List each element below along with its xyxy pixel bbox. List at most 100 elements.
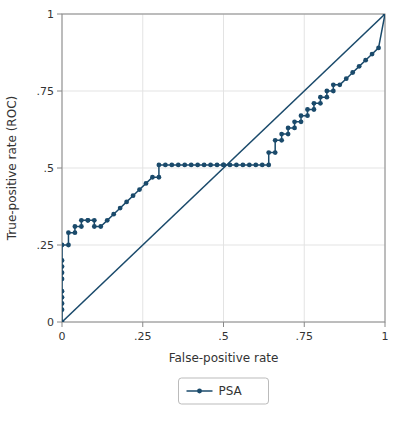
point: [182, 163, 187, 168]
point: [383, 14, 385, 16]
point: [215, 163, 220, 168]
point: [240, 163, 245, 168]
legend-label: PSA: [219, 384, 243, 398]
point: [62, 270, 64, 275]
point: [62, 258, 64, 263]
point: [189, 163, 194, 168]
point: [62, 243, 64, 248]
y-tick: [57, 245, 62, 246]
point: [305, 107, 310, 112]
point: [376, 45, 381, 50]
point: [292, 126, 297, 131]
x-tick-label: .75: [296, 330, 314, 343]
y-tick: [57, 14, 62, 15]
point: [105, 218, 110, 223]
point: [62, 289, 64, 294]
point: [253, 163, 258, 168]
point: [312, 107, 317, 112]
x-tick-label: 1: [382, 330, 389, 343]
point: [85, 218, 90, 223]
point: [79, 218, 84, 223]
point: [62, 276, 64, 281]
point: [62, 301, 64, 306]
point: [124, 199, 129, 204]
grid: [62, 14, 385, 322]
point: [66, 230, 71, 235]
point: [221, 163, 226, 168]
point: [299, 119, 304, 124]
y-tick: [57, 322, 62, 323]
point: [85, 218, 90, 223]
point: [331, 89, 336, 94]
point: [111, 212, 116, 217]
point: [312, 101, 317, 106]
point: [260, 163, 265, 168]
point: [92, 218, 97, 223]
point: [176, 163, 181, 168]
point: [318, 101, 323, 106]
point: [202, 163, 207, 168]
x-tick: [304, 322, 305, 327]
point: [279, 138, 284, 143]
point: [318, 95, 323, 100]
y-tick-label: .5: [44, 162, 55, 175]
point: [286, 126, 291, 131]
point: [305, 113, 310, 118]
point: [273, 138, 278, 143]
point: [62, 307, 64, 312]
point: [234, 163, 239, 168]
point: [208, 163, 213, 168]
point: [79, 224, 84, 229]
point: [363, 58, 368, 63]
point: [150, 175, 155, 180]
point: [131, 193, 136, 198]
point: [92, 224, 97, 229]
chart: 0.25.5.7510.25.5.751False-positive rateT…: [0, 0, 400, 426]
point: [266, 163, 271, 168]
point: [247, 163, 252, 168]
point: [73, 224, 78, 229]
x-tick: [62, 322, 63, 327]
y-tick-label: .25: [37, 239, 55, 252]
legend-box: [179, 378, 269, 404]
point: [118, 206, 123, 211]
point: [62, 264, 64, 269]
point: [344, 76, 349, 81]
point: [350, 70, 355, 75]
y-tick: [57, 168, 62, 169]
point: [370, 52, 375, 57]
point: [144, 181, 149, 186]
y-tick-label: 0: [47, 316, 54, 329]
point: [62, 295, 64, 300]
point: [157, 163, 162, 168]
point: [266, 150, 271, 155]
point: [286, 132, 291, 137]
point: [221, 163, 226, 168]
point: [137, 187, 142, 192]
point: [299, 113, 304, 118]
point: [73, 230, 78, 235]
point: [337, 82, 342, 87]
x-tick-label: .25: [134, 330, 152, 343]
x-axis-label: False-positive rate: [169, 351, 279, 365]
point: [273, 150, 278, 155]
y-axis-label: True-positive rate (ROC): [5, 96, 19, 241]
point: [292, 119, 297, 124]
x-tick-label: 0: [59, 330, 66, 343]
roc-line: [62, 14, 385, 322]
point: [324, 89, 329, 94]
point: [357, 64, 362, 69]
legend-marker: [197, 389, 202, 394]
y-tick: [57, 91, 62, 92]
point: [324, 95, 329, 100]
point: [331, 82, 336, 87]
y-grid-line: [62, 91, 385, 92]
x-tick: [385, 322, 386, 327]
y-grid-line: [62, 245, 385, 246]
x-tick: [223, 322, 224, 327]
point: [279, 132, 284, 137]
point: [228, 163, 233, 168]
x-tick: [142, 322, 143, 327]
point: [163, 163, 168, 168]
data: [62, 14, 385, 322]
